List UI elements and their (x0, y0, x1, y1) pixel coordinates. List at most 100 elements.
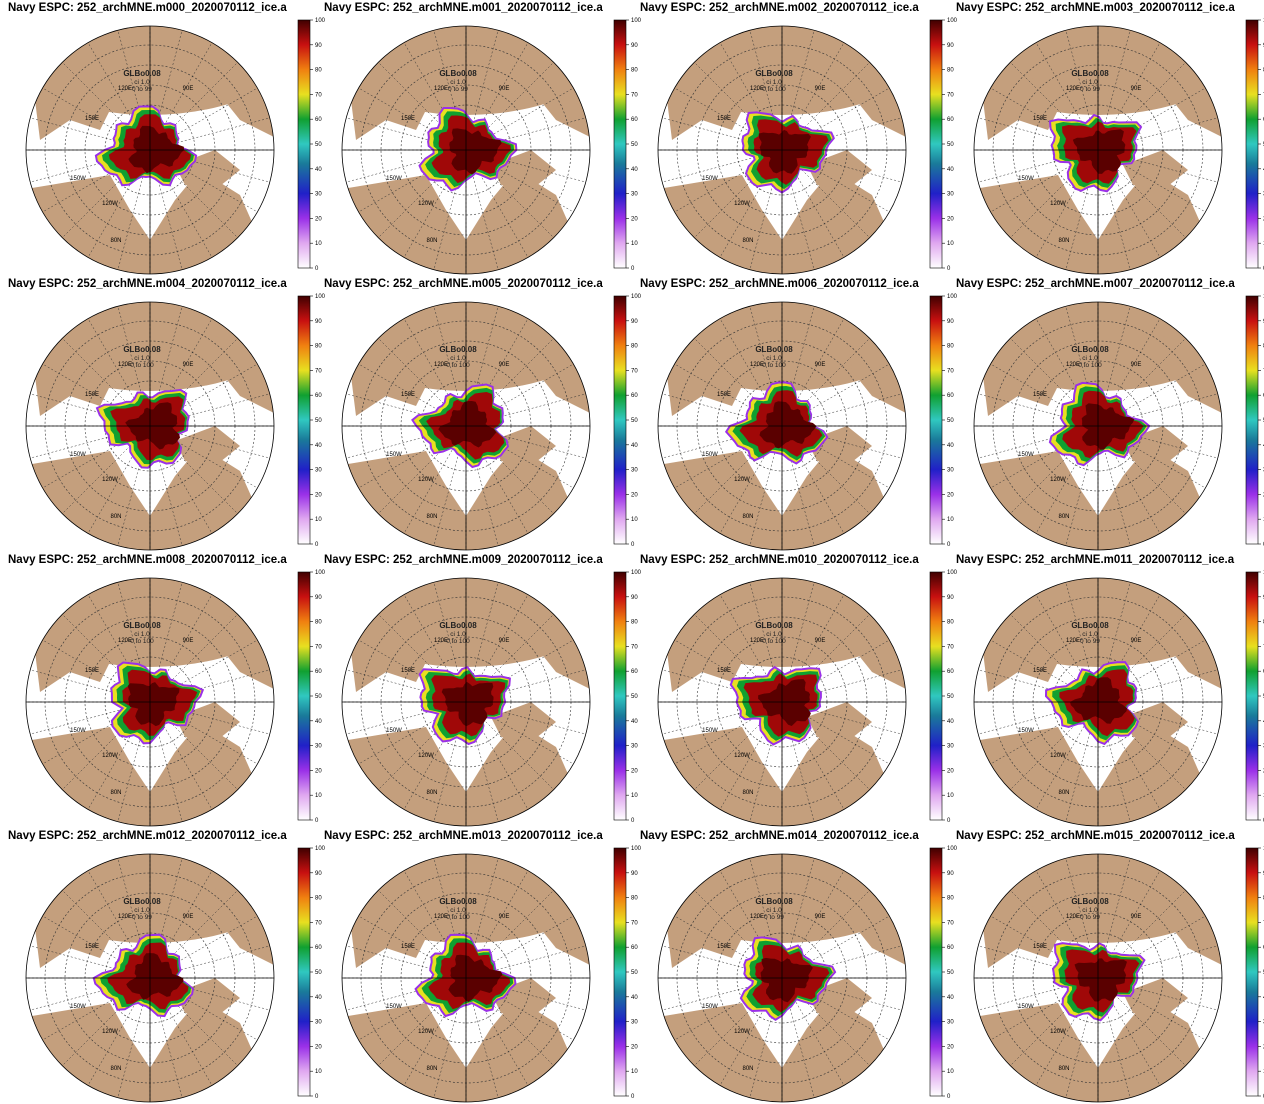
colorbar-tick-label: 60 (947, 945, 954, 951)
colorbar-tick-label: 100 (947, 18, 958, 24)
colorbar-tick-label: 60 (315, 117, 322, 123)
map-border (341, 25, 591, 275)
graticule-label: 90E (499, 86, 510, 92)
colorbar-tick-label: 0 (315, 542, 319, 548)
graticule-label: 120E (1066, 362, 1080, 368)
colorbar-tick-label: 100 (631, 18, 642, 24)
graticule-label: 120E (118, 86, 132, 92)
colorbar-tick-label: 30 (315, 744, 322, 750)
graticule-label: 150E (401, 392, 415, 398)
contour-interval: ci 1.0 (450, 907, 466, 914)
graticule-label: 90E (499, 638, 510, 644)
map-border (341, 577, 591, 827)
map-border (973, 25, 1223, 275)
graticule-label: 150E (1033, 392, 1047, 398)
colorbar-tick-label: 40 (315, 167, 322, 173)
data-range: 0 to 99 (132, 86, 152, 93)
colorbar-tick-label: 70 (315, 644, 322, 650)
graticule-label: 80N (742, 790, 753, 796)
colorbar-tick-label: 30 (631, 744, 638, 750)
graticule-label: 80N (1058, 514, 1069, 520)
ice-core (441, 681, 494, 727)
graticule-label: 150W (1018, 728, 1034, 734)
contour-interval: ci 1.0 (766, 79, 782, 86)
grid-label: GLBo0.08 (439, 897, 477, 906)
contour-interval: ci 1.0 (766, 355, 782, 362)
colorbar-tick-label: 70 (631, 92, 638, 98)
graticule-label: 120W (102, 477, 118, 483)
colorbar-tick-label: 10 (315, 793, 322, 799)
colorbar-tick-label: 0 (947, 542, 951, 548)
panel-title: Navy ESPC: 252_archMNE.m014_2020070112_i… (640, 830, 919, 842)
data-range: 0 to 99 (448, 86, 468, 93)
colorbar-tick-label: 100 (631, 846, 642, 852)
data-range: 0 to 100 (130, 638, 154, 645)
map-panel: Navy ESPC: 252_archMNE.m010_2020070112_i… (640, 554, 958, 827)
graticule-label: 80N (1058, 238, 1069, 244)
ice-core (758, 679, 811, 726)
colorbar-tick-label: 0 (631, 818, 635, 824)
colorbar-tick-label: 90 (631, 595, 638, 601)
colorbar-tick-label: 40 (947, 719, 954, 725)
grid-label: GLBo0.08 (1071, 621, 1109, 630)
graticule-label: 150E (1033, 116, 1047, 122)
map-panel: Navy ESPC: 252_archMNE.m004_2020070112_i… (8, 278, 326, 551)
colorbar (613, 295, 627, 545)
map-border (25, 853, 275, 1103)
colorbar-tick-label: 60 (631, 117, 638, 123)
colorbar-tick-label: 80 (631, 620, 638, 626)
ice-core (128, 125, 185, 174)
map-panel: Navy ESPC: 252_archMNE.m015_2020070112_i… (956, 830, 1264, 1103)
colorbar (613, 19, 627, 269)
colorbar-tick-label: 80 (947, 344, 954, 350)
graticule-label: 120E (750, 638, 764, 644)
colorbar (297, 847, 311, 1097)
graticule-label: 120W (734, 201, 750, 207)
colorbar-tick-label: 100 (947, 846, 958, 852)
colorbar-tick-label: 10 (315, 241, 322, 247)
graticule-label: 150W (1018, 1004, 1034, 1010)
colorbar-tick-label: 0 (315, 266, 319, 272)
graticule-label: 120E (750, 362, 764, 368)
colorbar-tick-label: 0 (947, 266, 951, 272)
data-range: 0 to 100 (762, 638, 786, 645)
graticule-label: 150W (702, 1004, 718, 1010)
colorbar-tick-label: 90 (947, 43, 954, 49)
ice-core (1072, 129, 1126, 174)
panel-title: Navy ESPC: 252_archMNE.m010_2020070112_i… (640, 554, 919, 566)
colorbar-tick-label: 20 (315, 216, 322, 222)
contour-interval: ci 1.0 (450, 631, 466, 638)
land (175, 426, 240, 466)
colorbar-tick-label: 30 (947, 192, 954, 198)
colorbar-tick-label: 20 (947, 492, 954, 498)
graticule-label: 150E (85, 392, 99, 398)
ice-core (1081, 403, 1135, 450)
grid-label: GLBo0.08 (123, 897, 161, 906)
graticule-label: 150W (70, 1004, 86, 1010)
graticule-label: 150E (401, 116, 415, 122)
graticule-label: 80N (1058, 1066, 1069, 1072)
data-range: 0 to 100 (446, 638, 470, 645)
colorbar-tick-label: 10 (947, 517, 954, 523)
graticule-label: 150E (717, 392, 731, 398)
colorbar-tick-label: 80 (947, 68, 954, 74)
graticule-label: 150W (1018, 176, 1034, 182)
colorbar-tick-label: 20 (631, 768, 638, 774)
colorbar-tick-label: 40 (631, 719, 638, 725)
land (662, 60, 752, 140)
panel-title: Navy ESPC: 252_archMNE.m002_2020070112_i… (640, 2, 919, 14)
land (346, 336, 436, 416)
colorbar-tick-label: 50 (315, 418, 322, 424)
colorbar-tick-label: 100 (315, 18, 326, 24)
land (491, 426, 556, 466)
colorbar-tick-label: 20 (315, 1044, 322, 1050)
colorbar-tick-label: 0 (631, 1094, 635, 1100)
colorbar-tick-label: 40 (631, 167, 638, 173)
graticule-label: 90E (183, 638, 194, 644)
graticule-label: 90E (1131, 914, 1142, 920)
colorbar-tick-label: 40 (315, 995, 322, 1001)
panel-title: Navy ESPC: 252_archMNE.m006_2020070112_i… (640, 278, 919, 290)
graticule-label: 90E (1131, 638, 1142, 644)
ice-core (126, 953, 184, 1000)
